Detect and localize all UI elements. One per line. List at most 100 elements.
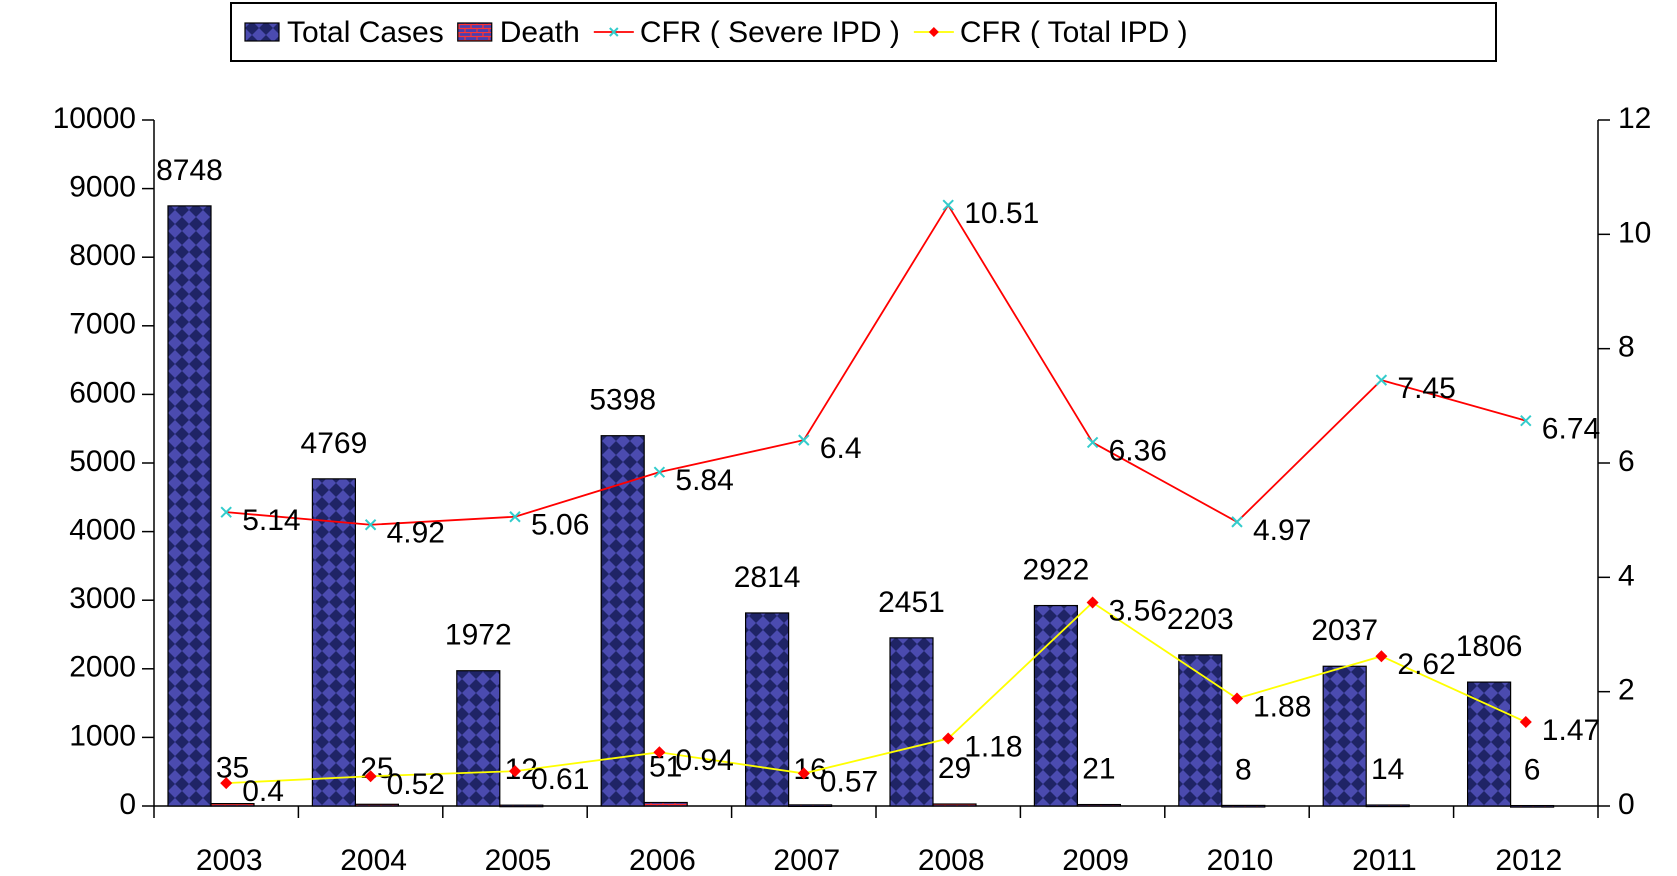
y2-tick-label: 12 [1618,102,1651,135]
legend-label: CFR ( Total IPD ) [960,16,1188,49]
marker [797,767,810,780]
y-tick-label: 0 [119,788,136,821]
data-label: 6.4 [820,432,862,465]
x-tick-label: 2003 [196,844,263,876]
data-label: 35 [216,752,249,785]
data-label: 51 [649,750,682,783]
bar [643,801,688,807]
legend-marker [609,27,619,37]
x-tick-label: 2007 [773,844,840,876]
bar [1466,681,1512,807]
marker [942,732,955,745]
line [226,601,1527,785]
y-tick-label: 1000 [69,719,136,752]
legend-marker [928,27,939,37]
y-tick-label: 7000 [69,308,136,341]
data-label: 1972 [445,619,512,652]
data-label: 6 [1524,754,1541,787]
x-tick-label: 2004 [340,844,407,876]
marker [1520,414,1532,427]
data-label: 25 [360,752,393,785]
marker [364,770,377,783]
x-tick-label: 2010 [1207,844,1274,876]
marker [1519,715,1532,728]
data-label: 6.36 [1109,434,1167,467]
marker [1086,596,1099,609]
x-tick-label: 2012 [1495,844,1562,876]
bar [1076,803,1122,807]
bar [787,804,833,808]
data-label: 1.18 [964,730,1022,763]
bar [1221,804,1266,808]
data-label: 0.94 [675,744,733,777]
marker [1086,436,1099,449]
y2-tick-label: 2 [1618,674,1635,707]
data-label: 0.57 [820,765,878,798]
y-tick-label: 9000 [69,171,136,204]
marker [220,506,232,518]
bar [499,804,544,808]
bar [1322,665,1367,807]
x-tick-label: 2008 [918,844,985,876]
data-label: 4.92 [387,517,445,550]
marker [942,199,954,211]
data-label: 7.45 [1397,372,1455,405]
data-label: 5398 [589,384,656,417]
bar [1365,804,1410,808]
y2-tick-label: 8 [1618,331,1635,364]
data-label: 2451 [878,586,945,619]
y2-tick-label: 10 [1618,216,1651,249]
data-label: 1.47 [1542,714,1600,747]
data-label: 2814 [734,561,801,594]
marker [798,434,810,446]
y2-tick-label: 6 [1618,445,1635,478]
legend-label: Total Cases [287,16,444,49]
legend-label: Death [500,16,580,49]
data-label: 4769 [301,427,368,460]
bar [889,637,934,807]
marker [1231,516,1243,528]
y-tick-label: 2000 [69,651,136,684]
y-tick-label: 10000 [53,102,136,135]
data-label: 29 [938,752,971,785]
marker [1231,692,1243,705]
bar [1509,804,1555,808]
y-tick-label: 6000 [69,376,136,409]
x-tick-label: 2006 [629,844,696,876]
data-label: 3.56 [1109,594,1167,627]
legend-swatch [457,22,493,42]
marker [220,777,233,790]
y2-tick-label: 4 [1618,559,1635,592]
data-label: 5.84 [675,464,733,497]
bar [354,803,399,807]
bar [932,803,977,807]
legend: Total Cases Death CFR ( Severe IPD ) CFR ( … [244,16,1188,49]
data-label: 4.97 [1253,514,1311,547]
data-label: 5.06 [531,509,589,542]
bar [600,435,645,807]
bar [167,205,212,807]
marker [1375,374,1388,386]
marker [653,466,666,478]
data-label: 0.52 [387,768,445,801]
bar [456,670,501,807]
marker [1375,650,1388,663]
y-tick-label: 3000 [69,582,136,615]
data-label: 10.51 [964,197,1039,230]
data-label: 0.61 [531,763,589,796]
legend-swatch [244,22,280,42]
data-label: 0.4 [242,775,284,808]
marker [364,519,377,531]
data-label: 1806 [1456,630,1523,663]
bar [1178,654,1223,807]
bar [1033,604,1079,807]
data-label: 1.88 [1253,690,1311,723]
x-tick-label: 2009 [1062,844,1129,876]
data-label: 2922 [1023,553,1090,586]
marker [509,511,521,523]
y-tick-label: 8000 [69,239,136,272]
y-tick-label: 4000 [69,514,136,547]
data-label: 8748 [156,154,223,187]
bar [744,612,790,807]
